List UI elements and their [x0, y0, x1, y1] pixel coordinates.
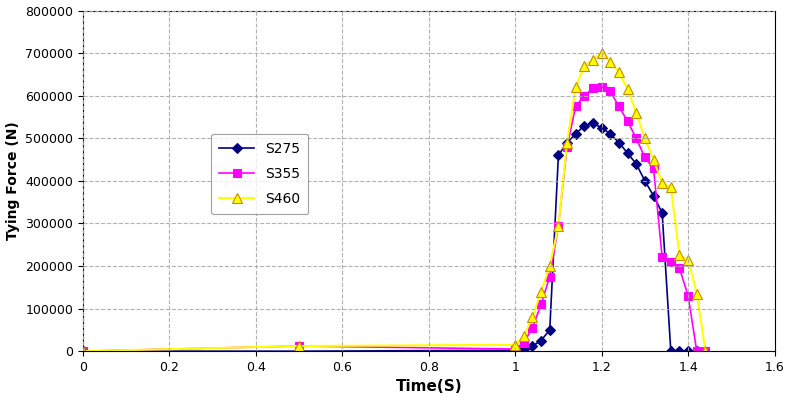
S355: [519, 340, 529, 345]
S460: [571, 85, 581, 90]
X-axis label: Time(S): Time(S): [395, 380, 462, 394]
S460: [554, 223, 563, 228]
S355: [606, 89, 615, 94]
S355: [597, 85, 607, 90]
S460: [666, 185, 675, 190]
S355: [666, 259, 675, 264]
S460: [510, 342, 520, 347]
S460: [623, 87, 632, 92]
S355: [571, 104, 581, 109]
S460: [580, 64, 589, 68]
S275: [631, 162, 641, 166]
S355: [614, 104, 623, 109]
S275: [562, 140, 572, 145]
S275: [510, 348, 520, 353]
S355: [701, 349, 710, 354]
S275: [554, 153, 563, 158]
S275: [528, 344, 537, 348]
S355: [562, 144, 572, 149]
Legend: S275, S355, S460: S275, S355, S460: [211, 134, 308, 214]
S275: [571, 132, 581, 136]
S460: [606, 59, 615, 64]
S355: [78, 349, 88, 354]
S460: [589, 57, 598, 62]
S460: [536, 289, 546, 294]
S275: [597, 125, 607, 130]
S460: [78, 349, 88, 354]
Line: S460: S460: [78, 48, 710, 356]
S460: [683, 257, 693, 262]
S460: [631, 110, 641, 115]
S275: [294, 349, 303, 354]
S275: [545, 328, 555, 332]
S460: [545, 264, 555, 268]
S460: [649, 157, 658, 162]
S275: [589, 121, 598, 126]
S355: [657, 255, 667, 260]
S460: [614, 70, 623, 75]
S275: [683, 349, 693, 354]
S275: [623, 151, 632, 156]
S275: [692, 349, 702, 354]
S460: [519, 334, 529, 339]
S275: [649, 193, 658, 198]
Line: S355: S355: [79, 83, 709, 355]
S355: [510, 347, 520, 352]
S460: [528, 315, 537, 320]
Line: S275: S275: [79, 120, 700, 355]
S275: [614, 140, 623, 145]
S275: [519, 347, 529, 352]
S460: [562, 140, 572, 145]
S460: [657, 180, 667, 185]
S275: [640, 178, 649, 183]
S355: [675, 266, 684, 270]
S275: [606, 132, 615, 136]
S460: [701, 349, 710, 354]
S355: [631, 136, 641, 141]
S460: [597, 51, 607, 56]
S275: [580, 123, 589, 128]
S460: [675, 253, 684, 258]
S355: [692, 349, 702, 354]
S355: [580, 93, 589, 98]
S355: [554, 223, 563, 228]
S355: [683, 294, 693, 298]
S355: [649, 166, 658, 170]
S275: [657, 210, 667, 215]
S460: [692, 291, 702, 296]
S460: [640, 136, 649, 141]
S275: [666, 349, 675, 354]
S355: [623, 119, 632, 124]
S355: [294, 344, 303, 348]
S275: [78, 349, 88, 354]
S275: [675, 349, 684, 354]
Y-axis label: Tying Force (N): Tying Force (N): [6, 122, 20, 240]
S460: [294, 344, 303, 348]
S355: [528, 325, 537, 330]
S355: [545, 274, 555, 279]
S355: [640, 155, 649, 160]
S355: [589, 86, 598, 90]
S275: [536, 338, 546, 343]
S355: [536, 302, 546, 307]
